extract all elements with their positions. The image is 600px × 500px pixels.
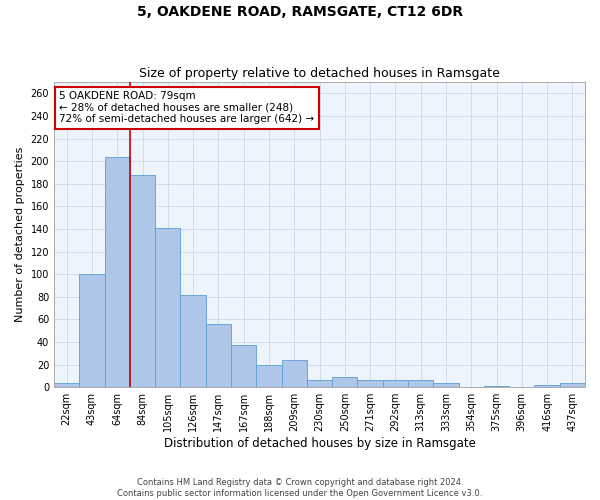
Bar [332, 377, 358, 387]
Bar [307, 380, 332, 387]
Bar [560, 382, 585, 387]
Bar [433, 382, 458, 387]
Bar [181, 294, 206, 387]
Title: Size of property relative to detached houses in Ramsgate: Size of property relative to detached ho… [139, 66, 500, 80]
X-axis label: Distribution of detached houses by size in Ramsgate: Distribution of detached houses by size … [164, 437, 475, 450]
Text: 5, OAKDENE ROAD, RAMSGATE, CT12 6DR: 5, OAKDENE ROAD, RAMSGATE, CT12 6DR [137, 5, 463, 19]
Text: 5 OAKDENE ROAD: 79sqm
← 28% of detached houses are smaller (248)
72% of semi-det: 5 OAKDENE ROAD: 79sqm ← 28% of detached … [59, 91, 314, 124]
Bar [104, 156, 130, 387]
Bar [484, 386, 509, 387]
Y-axis label: Number of detached properties: Number of detached properties [15, 147, 25, 322]
Bar [383, 380, 408, 387]
Bar [79, 274, 104, 387]
Bar [281, 360, 307, 387]
Bar [358, 380, 383, 387]
Bar [256, 364, 281, 387]
Bar [130, 174, 155, 387]
Bar [231, 346, 256, 387]
Bar [206, 324, 231, 387]
Bar [54, 382, 79, 387]
Bar [535, 385, 560, 387]
Bar [408, 380, 433, 387]
Text: Contains HM Land Registry data © Crown copyright and database right 2024.
Contai: Contains HM Land Registry data © Crown c… [118, 478, 482, 498]
Bar [155, 228, 181, 387]
